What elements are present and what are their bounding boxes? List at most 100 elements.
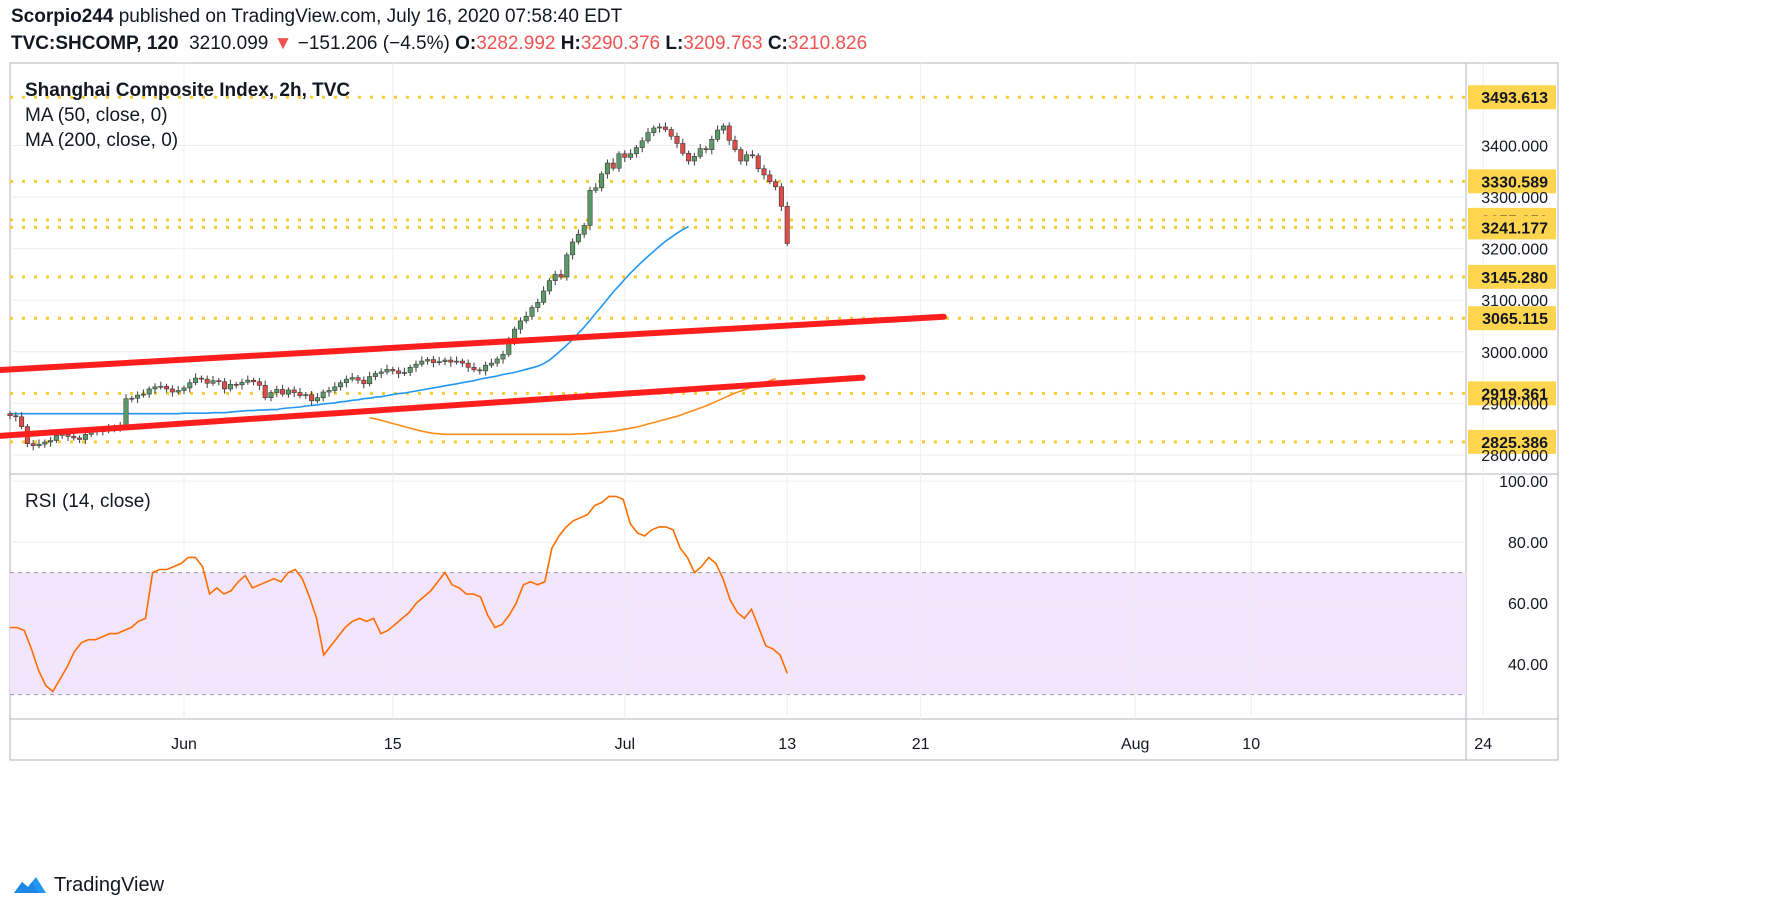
legend: Shanghai Composite Index, 2h, TVC MA (50…	[25, 80, 350, 512]
candle-up	[657, 126, 663, 129]
candle-down	[465, 362, 471, 368]
candle-down	[291, 389, 297, 393]
author-name[interactable]: Scorpio244	[11, 6, 114, 27]
candle-down	[767, 174, 773, 182]
candle-up	[494, 358, 500, 364]
high-label: H:	[560, 33, 581, 54]
candle-down	[390, 369, 396, 372]
level-price-tag	[1468, 169, 1556, 194]
candle-up	[552, 274, 558, 281]
time-tick-label: Aug	[1121, 736, 1149, 753]
candle-up	[175, 390, 181, 393]
candle-down	[65, 434, 71, 437]
candle-up	[523, 315, 529, 322]
candle-down	[662, 126, 668, 130]
close-label: C:	[767, 33, 788, 54]
candle-up	[181, 387, 187, 391]
candle-up	[227, 383, 233, 390]
time-tick-label: 15	[384, 736, 402, 753]
chart-title: Shanghai Composite Index, 2h, TVC	[25, 80, 350, 101]
candle-down	[216, 380, 222, 383]
candle-up	[546, 280, 552, 292]
candle-up	[593, 187, 599, 191]
candle-up	[210, 380, 216, 384]
footer-brand[interactable]: TradingView	[12, 873, 164, 897]
candle-up	[599, 173, 605, 189]
candle-up	[187, 382, 193, 389]
candle-up	[320, 391, 326, 399]
candle-down	[297, 392, 303, 396]
candle-up	[442, 359, 448, 362]
candle-up	[483, 364, 489, 372]
candle-up	[500, 354, 506, 360]
candle-up	[709, 139, 715, 150]
low-label: L:	[665, 33, 684, 54]
candle-down	[471, 366, 477, 371]
candle-down	[309, 394, 315, 402]
candle-up	[140, 393, 146, 396]
candle-down	[448, 359, 454, 363]
candle-up	[715, 129, 721, 140]
candle-up	[135, 394, 141, 399]
candle-down	[738, 149, 744, 162]
candle-down	[30, 443, 36, 446]
symbol-label: TVC:SHCOMP, 120	[11, 33, 179, 54]
candle-up	[285, 389, 291, 395]
level-price-label: 3493.613	[1481, 90, 1548, 107]
candle-up	[42, 441, 48, 445]
level-price-tag	[1468, 215, 1556, 240]
low-value: 3209.763	[683, 33, 763, 54]
candle-up	[535, 301, 541, 308]
price-tick-label: 3300.000	[1481, 190, 1548, 207]
candle-down	[19, 416, 25, 427]
candle-up	[413, 363, 419, 368]
level-price-tag	[1468, 429, 1556, 454]
candle-down	[477, 369, 483, 372]
candle-down	[622, 153, 628, 158]
candle-up	[407, 366, 413, 373]
rsi-band-fill	[10, 572, 1466, 695]
time-tick-label: Jul	[615, 736, 635, 753]
candle-down	[198, 377, 204, 380]
candle-up	[384, 369, 390, 373]
footer-brand-text: TradingView	[54, 873, 165, 896]
candle-down	[77, 437, 83, 440]
axes: 2800.000 2900.000 3000.000 3100.000 3200.000…	[171, 139, 1548, 753]
candle-up	[338, 382, 344, 388]
candle-up	[604, 162, 610, 175]
candle-up	[48, 440, 54, 443]
candle-up	[367, 376, 373, 385]
time-tick-label: 21	[912, 736, 930, 753]
candle-down	[680, 143, 686, 154]
horizontal-levels[interactable]: 3493.6133330.5893255.8533241.1773145.280…	[10, 85, 1556, 454]
publish-info: Scorpio244 published on TradingView.com,…	[11, 6, 622, 28]
candle-up	[720, 125, 726, 131]
ma200-line	[369, 377, 776, 436]
level-price-label: 3065.115	[1482, 311, 1548, 328]
candle-down	[251, 379, 257, 383]
price-tick-label: 3000.000	[1481, 345, 1548, 362]
candle-down	[686, 152, 692, 162]
candle-down	[703, 148, 709, 150]
candle-up	[628, 153, 634, 158]
level-price-label: 3145.280	[1481, 270, 1548, 287]
open-value: 3282.992	[476, 33, 556, 54]
candle-up	[372, 373, 378, 377]
candle-down	[7, 413, 13, 417]
candle-up	[129, 397, 135, 400]
candle-down	[13, 415, 19, 418]
candle-down	[558, 274, 564, 278]
candle-down	[755, 155, 761, 170]
candle-up	[245, 379, 251, 383]
candle-down	[778, 186, 784, 207]
trendlines[interactable]	[0, 313, 947, 443]
open-label: O:	[455, 33, 477, 54]
candle-down	[396, 370, 402, 374]
price-tick-label: 2800.000	[1481, 448, 1548, 465]
candle-up	[401, 372, 407, 374]
rsi-line	[10, 495, 788, 693]
candle-up	[744, 154, 750, 162]
level-price-tag	[1468, 306, 1556, 331]
rsi-tick-label: 80.00	[1508, 535, 1548, 552]
